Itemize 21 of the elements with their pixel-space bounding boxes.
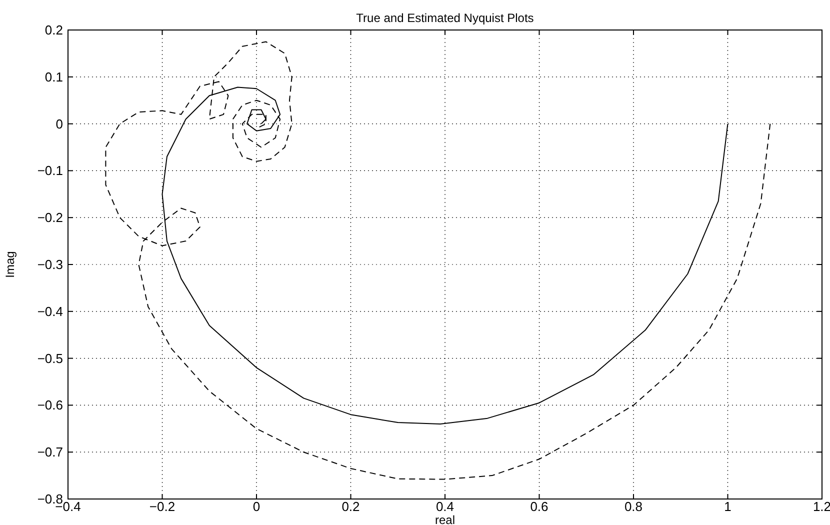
- y-tick-label: −0.5: [37, 350, 63, 366]
- x-tick-label: 0.8: [624, 499, 643, 514]
- chart-title: True and Estimated Nyquist Plots: [356, 11, 534, 25]
- y-tick-label: 0: [56, 116, 63, 132]
- y-tick-label: −0.3: [37, 257, 63, 272]
- y-tick-label: 0.2: [44, 22, 63, 38]
- y-tick-label: −0.4: [37, 304, 63, 319]
- x-tick-label: 0.6: [530, 499, 548, 514]
- x-tick-label: 0.2: [342, 499, 360, 514]
- y-tick-label: −0.1: [37, 163, 63, 178]
- y-axis-title: Imag: [3, 251, 17, 278]
- x-tick-label: 0: [252, 499, 260, 514]
- y-tick-label: −0.2: [37, 210, 63, 226]
- x-axis-title: real: [434, 513, 456, 525]
- y-tick-label: 0.1: [44, 69, 63, 84]
- x-tick-label: 1: [724, 499, 732, 514]
- y-tick-label: −0.6: [37, 398, 63, 413]
- x-tick-label: 0.4: [436, 499, 454, 514]
- y-tick-label: −0.7: [37, 444, 63, 460]
- x-tick-label: −0.2: [149, 499, 176, 514]
- x-tick-label: 1.2: [812, 499, 830, 514]
